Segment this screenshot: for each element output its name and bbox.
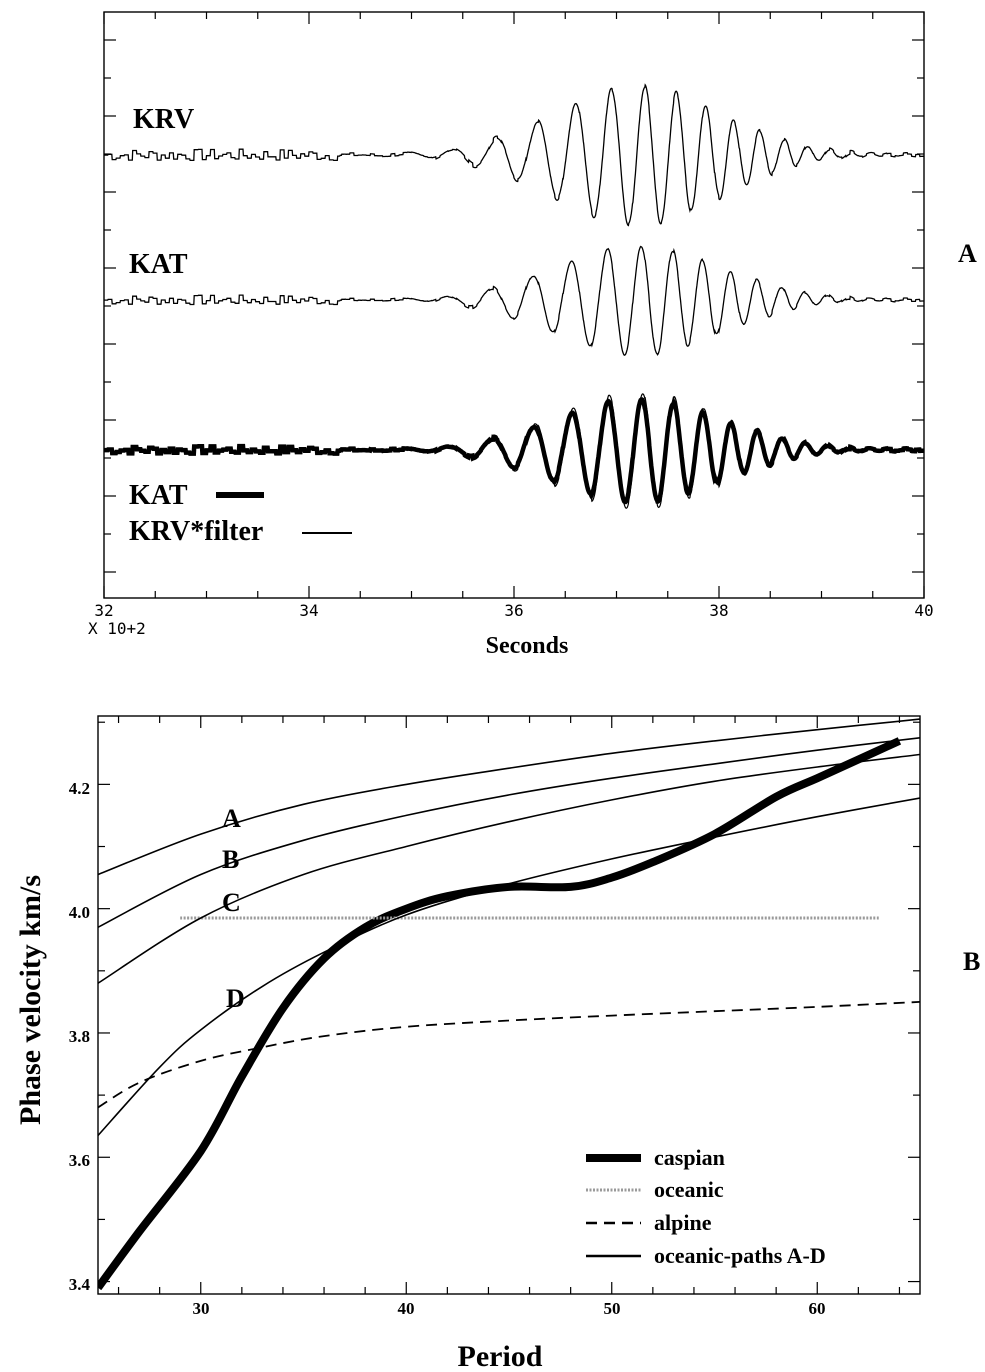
x-tick-label-34: 34 [299, 601, 318, 620]
x-axis-title-a: Seconds [486, 633, 569, 659]
legend-oceanic-label: oceanic [654, 1177, 724, 1202]
x-tick-label-40: 40 [398, 1299, 415, 1318]
trace-kat [104, 245, 925, 356]
y-tick-label-3.4: 3.4 [69, 1275, 91, 1294]
x-tick-label-38: 38 [709, 601, 728, 620]
panel-b-label: B [963, 947, 980, 976]
legend-b: caspian oceanic alpine oceanic-paths A-D [586, 1145, 826, 1268]
legend-paths-label: oceanic-paths A-D [654, 1243, 826, 1268]
y-tick-label-4.2: 4.2 [69, 779, 90, 798]
x-multiplier: X 10+2 [88, 619, 146, 638]
panel-a-frame [103, 11, 925, 599]
trace-kat-overlay [104, 396, 925, 505]
legend-caspian-label: caspian [654, 1145, 725, 1170]
series-b [98, 737, 920, 929]
curve-label-a: A [222, 804, 241, 833]
x-tick-label-40: 40 [914, 601, 933, 620]
panel-a-ticks [103, 12, 925, 598]
x-tick-label-30: 30 [193, 1299, 210, 1318]
panel-b-ticks [98, 716, 920, 1294]
series-caspian [98, 737, 902, 1291]
y-tick-label-4.0: 4.0 [69, 903, 90, 922]
x-tick-label-60: 60 [809, 1299, 826, 1318]
trace-label-kat: KAT [129, 249, 188, 280]
curve-label-b: B [222, 845, 239, 874]
trace-label-krv: KRV [133, 104, 194, 135]
curve-label-c: C [222, 888, 241, 917]
x-tick-label-50: 50 [604, 1299, 621, 1318]
panel-b-series [98, 718, 920, 1291]
legend-a-kat-label: KAT [129, 480, 188, 511]
series-c [98, 753, 920, 984]
x-tick-label-36: 36 [504, 601, 523, 620]
trace-krv [104, 83, 925, 227]
curve-label-d: D [226, 984, 245, 1013]
y-axis-title-b: Phase velocity km/s [14, 875, 47, 1125]
x-tick-label-32: 32 [94, 601, 113, 620]
series-a [98, 718, 920, 876]
panel-a: KRV KAT KAT KRV*filter A 32 34 36 38 40 … [88, 11, 977, 659]
panel-a-traces [104, 83, 925, 509]
legend-alpine-label: alpine [654, 1210, 712, 1235]
series-d [98, 797, 920, 1137]
y-tick-label-3.6: 3.6 [69, 1151, 90, 1170]
x-axis-title-b: Period [458, 1340, 543, 1372]
panel-b: 3.4 3.6 3.8 4.0 4.2 30 40 50 60 Period P… [14, 715, 980, 1372]
panel-b-frame [97, 715, 921, 1295]
series-alpine [98, 1001, 920, 1109]
panel-a-label: A [958, 239, 977, 268]
y-tick-label-3.8: 3.8 [69, 1027, 90, 1046]
legend-a-krv-filter-label: KRV*filter [129, 516, 263, 547]
